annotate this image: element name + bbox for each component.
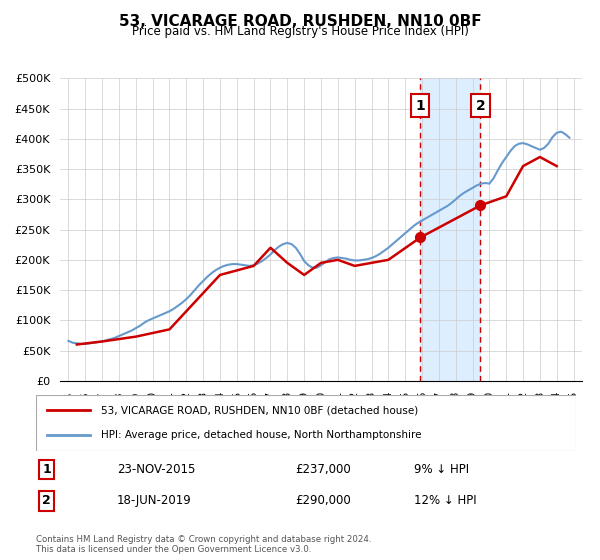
Text: 18-JUN-2019: 18-JUN-2019 — [117, 494, 192, 507]
Text: Price paid vs. HM Land Registry's House Price Index (HPI): Price paid vs. HM Land Registry's House … — [131, 25, 469, 38]
Text: 2: 2 — [476, 99, 485, 113]
Text: £237,000: £237,000 — [295, 463, 351, 476]
Text: HPI: Average price, detached house, North Northamptonshire: HPI: Average price, detached house, Nort… — [101, 430, 421, 440]
Text: 1: 1 — [415, 99, 425, 113]
Text: 12% ↓ HPI: 12% ↓ HPI — [414, 494, 476, 507]
Text: 9% ↓ HPI: 9% ↓ HPI — [414, 463, 469, 476]
Bar — [421, 78, 481, 381]
Text: 53, VICARAGE ROAD, RUSHDEN, NN10 0BF: 53, VICARAGE ROAD, RUSHDEN, NN10 0BF — [119, 14, 481, 29]
Text: 23-NOV-2015: 23-NOV-2015 — [117, 463, 196, 476]
Text: Contains HM Land Registry data © Crown copyright and database right 2024.
This d: Contains HM Land Registry data © Crown c… — [36, 535, 371, 554]
Text: £290,000: £290,000 — [295, 494, 351, 507]
Text: 2: 2 — [43, 494, 51, 507]
FancyBboxPatch shape — [36, 395, 576, 451]
Text: 1: 1 — [43, 463, 51, 476]
Text: 53, VICARAGE ROAD, RUSHDEN, NN10 0BF (detached house): 53, VICARAGE ROAD, RUSHDEN, NN10 0BF (de… — [101, 405, 418, 416]
